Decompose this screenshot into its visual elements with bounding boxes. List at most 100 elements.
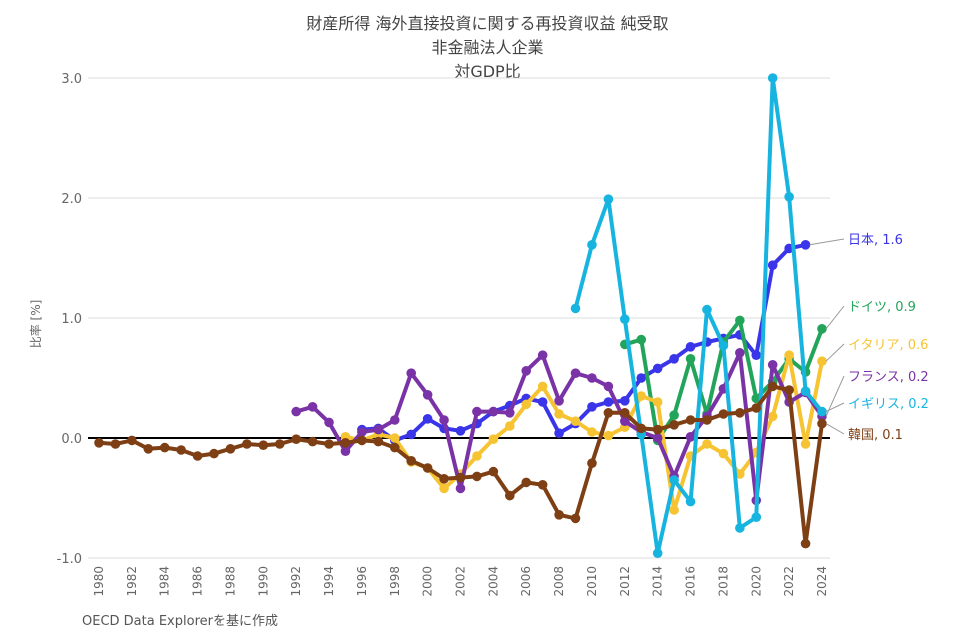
data-point	[751, 512, 762, 522]
x-tick-label: 2014	[651, 566, 665, 597]
data-point	[767, 381, 778, 392]
data-point	[652, 433, 663, 443]
data-point	[587, 458, 597, 469]
y-tick-label: -1.0	[57, 552, 82, 567]
series-line	[97, 384, 824, 546]
data-point	[521, 477, 532, 488]
data-point	[570, 416, 581, 427]
x-tick-label: 1988	[223, 566, 237, 597]
data-point	[620, 314, 630, 325]
data-point	[504, 490, 515, 501]
data-point	[504, 408, 515, 418]
data-point	[702, 415, 712, 425]
data-point	[422, 414, 433, 424]
data-point	[669, 410, 679, 421]
data-point	[504, 421, 515, 431]
data-point	[587, 373, 597, 383]
data-point	[784, 385, 794, 395]
data-point	[439, 474, 449, 484]
data-point	[685, 354, 696, 364]
data-point	[291, 434, 301, 445]
data-point	[652, 363, 663, 374]
series-end-label: 韓国, 0.1	[848, 428, 903, 443]
data-point	[800, 439, 811, 449]
data-point	[373, 436, 384, 447]
x-tick-label: 2018	[716, 566, 730, 597]
data-point	[94, 438, 104, 448]
data-point	[143, 444, 154, 454]
y-tick-label: 1.0	[61, 312, 82, 327]
data-point	[274, 439, 285, 449]
data-point	[537, 350, 548, 361]
x-tick-label: 2008	[552, 566, 566, 597]
data-point	[159, 442, 170, 453]
data-point	[669, 505, 679, 515]
data-point	[817, 356, 827, 367]
data-point	[127, 435, 137, 446]
data-point	[685, 415, 696, 425]
data-point	[307, 402, 318, 412]
data-point	[192, 451, 203, 461]
data-point	[455, 472, 466, 483]
x-tick-label: 1982	[125, 566, 139, 597]
data-point	[620, 396, 630, 406]
data-point	[570, 368, 581, 379]
data-point	[422, 463, 433, 473]
data-point	[439, 483, 449, 494]
data-point	[817, 324, 827, 334]
y-axis-label: 比率 [%]	[28, 300, 43, 349]
data-point	[587, 427, 597, 437]
x-tick-label: 1992	[289, 566, 303, 597]
data-point	[521, 399, 532, 410]
data-point	[209, 448, 219, 459]
data-point	[603, 194, 614, 204]
data-point	[340, 446, 351, 457]
x-tick-label: 1996	[355, 566, 369, 597]
leader-line	[825, 423, 845, 435]
data-point	[718, 409, 729, 419]
data-point	[389, 433, 400, 443]
x-tick-label: 2020	[749, 566, 763, 597]
x-tick-label: 2006	[519, 566, 533, 597]
series-line	[573, 76, 824, 556]
data-point	[800, 386, 811, 397]
series-end-label: イタリア, 0.6	[848, 338, 928, 353]
data-point	[636, 373, 647, 383]
data-point	[570, 303, 581, 314]
x-tick-label: 2024	[815, 566, 829, 597]
series-イギリス	[570, 73, 827, 558]
x-tick-label: 1980	[92, 566, 106, 597]
x-tick-label: 2002	[454, 566, 468, 597]
data-point	[685, 496, 696, 507]
data-point	[357, 435, 367, 446]
data-point	[110, 439, 121, 449]
chart-title-line-1: 財産所得 海外直接投資に関する再投資収益 純受取	[306, 14, 669, 33]
series-韓国	[94, 381, 827, 549]
data-point	[767, 411, 778, 422]
data-point	[554, 409, 564, 419]
data-point	[537, 480, 548, 490]
x-tick-label: 1986	[191, 566, 205, 597]
data-point	[537, 381, 548, 392]
data-point	[455, 483, 466, 494]
data-point	[652, 424, 663, 435]
y-tick-label: 3.0	[61, 72, 82, 87]
data-point	[570, 513, 581, 524]
data-point	[307, 436, 318, 447]
data-point	[603, 397, 614, 407]
data-point	[735, 315, 745, 326]
x-tick-label: 2012	[618, 566, 632, 597]
data-point	[472, 406, 482, 417]
data-point	[537, 397, 548, 407]
data-point	[751, 403, 762, 413]
data-point	[587, 402, 597, 412]
data-point	[176, 445, 186, 455]
data-point	[669, 475, 679, 485]
data-point	[817, 418, 827, 429]
data-point	[669, 354, 679, 364]
y-tick-label: 0.0	[61, 432, 82, 447]
data-point	[242, 439, 252, 449]
data-point	[554, 428, 564, 439]
data-point	[357, 427, 367, 437]
data-point	[767, 360, 778, 370]
